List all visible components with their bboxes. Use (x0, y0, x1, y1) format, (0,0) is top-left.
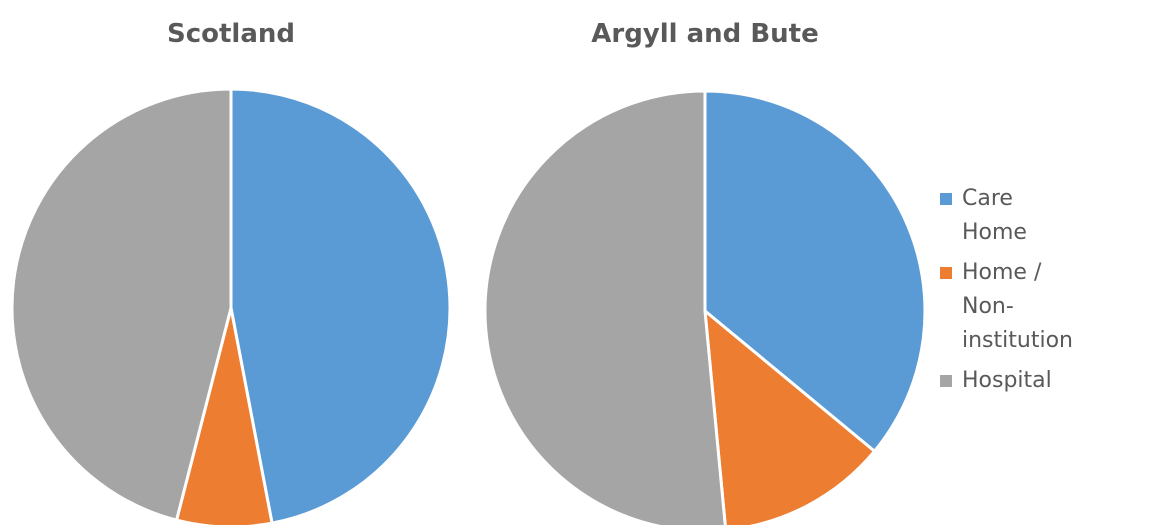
legend-item: Care Home (940, 182, 1070, 250)
pie-slice (229, 87, 452, 525)
chart-title: Scotland (167, 19, 295, 49)
legend-item: Home / Non-institution (940, 256, 1073, 358)
legend-swatch (940, 193, 952, 205)
legend-label: Care Home (962, 186, 1027, 245)
legend-item: Hospital (940, 364, 1070, 398)
legend-label: Home / Non-institution (962, 260, 1073, 353)
pie-slice (703, 89, 927, 453)
legend-label: Hospital (962, 368, 1052, 393)
charts: Scotland Argyll and Bute (10, 19, 927, 525)
pie-slice (10, 87, 233, 522)
legend-swatch (940, 267, 952, 279)
pie-slice (703, 309, 877, 525)
legend-swatch (940, 375, 952, 387)
pie-slice (483, 89, 727, 525)
legend: Care Home Home / Non-institution Hospital (940, 182, 1073, 404)
chart-title: Argyll and Bute (591, 19, 819, 49)
